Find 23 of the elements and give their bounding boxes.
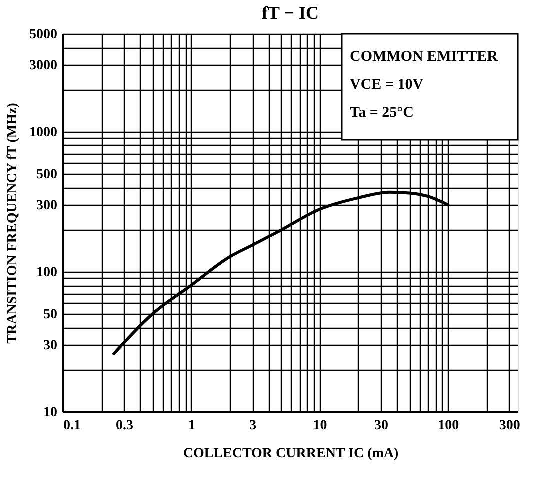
y-axis-title: TRANSITION FREQUENCY fT (MHz) [6, 102, 20, 344]
x-tick-label: 0.1 [64, 418, 81, 434]
x-tick-label: 0.3 [116, 418, 134, 434]
y-tick-label: 30 [44, 338, 58, 354]
y-tick-label: 50 [44, 308, 58, 323]
x-tick-label: 300 [499, 418, 520, 434]
x-tick-label: 100 [438, 418, 460, 434]
x-axis-title: COLLECTOR CURRENT IC (mA) [183, 446, 400, 462]
chart-title: fT − IC [262, 3, 319, 23]
y-tick-label: 500 [36, 168, 58, 183]
y-tick-label: 1000 [30, 125, 58, 140]
y-tick-label: 100 [36, 265, 58, 280]
y-tick-label: 3000 [30, 58, 58, 74]
x-tick-label: 10 [313, 418, 328, 434]
x-tick-label: 30 [374, 418, 389, 434]
annotation: VCE = 10V [350, 77, 424, 93]
x-tick-label: 3 [250, 418, 257, 434]
annotation: Ta = 25°C [350, 105, 414, 121]
y-tick-label: 10 [44, 406, 58, 420]
x-tick-label: 1 [188, 418, 196, 434]
y-tick-label: 5000 [30, 28, 58, 42]
annotation: COMMON EMITTER [350, 49, 498, 65]
y-tick-label: 300 [36, 198, 58, 214]
